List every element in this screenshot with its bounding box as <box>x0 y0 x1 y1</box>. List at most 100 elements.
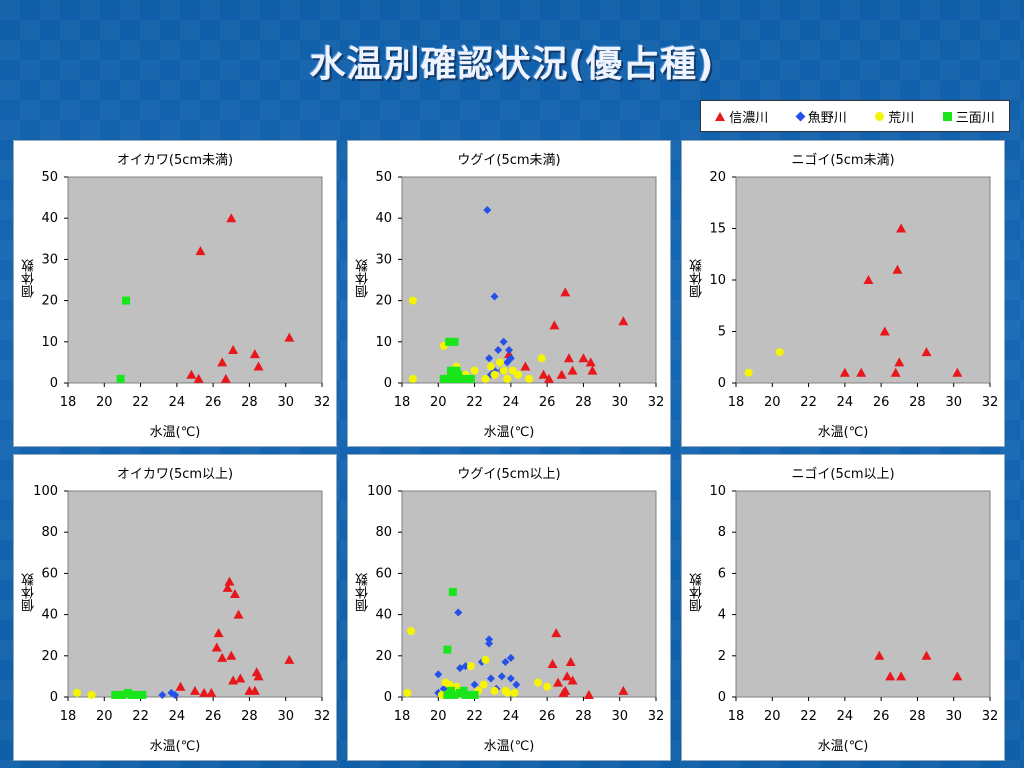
x-axis-label: 水温(℃) <box>483 425 535 440</box>
data-point-triangle <box>896 223 907 233</box>
data-point-square <box>446 686 455 695</box>
data-point-circle <box>408 296 417 305</box>
chart-panel-ugui-large: 0 20 40 60 80 100 18 20 22 24 26 28 30 32 ウグイ(5cm以上) … <box>347 454 671 761</box>
data-point-square <box>452 374 461 383</box>
data-point-triangle <box>249 685 260 695</box>
chart-title: ウグイ(5cm以上) <box>457 467 561 482</box>
x-tick-label: 32 <box>314 709 331 724</box>
y-tick-label: 15 <box>709 222 726 237</box>
plot-area <box>67 490 323 698</box>
y-tick-label: 10 <box>41 335 58 350</box>
chart-svg: 0 20 40 60 80 100 18 20 22 24 26 28 30 32 <box>33 484 331 724</box>
data-point-circle <box>775 348 784 357</box>
data-point-triangle <box>560 287 571 297</box>
data-point-diamond <box>501 657 510 666</box>
data-point-circle <box>744 368 753 377</box>
x-tick-label: 26 <box>205 395 222 410</box>
chart-title: ニゴイ(5cm未満) <box>791 153 895 168</box>
y-tick-label: 0 <box>718 690 726 705</box>
data-point-triangle <box>587 365 598 375</box>
data-point-triangle <box>921 347 932 357</box>
data-point-square <box>450 690 459 699</box>
data-point-circle <box>514 370 523 379</box>
data-point-square <box>118 690 127 699</box>
y-tick-label: 40 <box>41 608 58 623</box>
data-point-triangle <box>253 361 264 371</box>
legend-label: 荒川 <box>888 110 915 126</box>
x-tick-label: 32 <box>982 709 999 724</box>
y-tick-label: 50 <box>375 170 392 185</box>
x-tick-label: 26 <box>205 709 222 724</box>
plot-area <box>67 176 323 384</box>
data-point-triangle <box>206 687 217 697</box>
data-point-square <box>127 690 136 699</box>
y-tick-label: 10 <box>709 484 726 499</box>
x-tick-label: 30 <box>277 395 294 410</box>
x-tick-label: 30 <box>945 395 962 410</box>
data-point-square <box>452 366 461 375</box>
y-tick-label: 20 <box>375 649 392 664</box>
y-tick-label: 50 <box>41 170 58 185</box>
chart-svg: 0 5 10 15 20 18 20 22 24 26 28 30 32 <box>709 170 999 410</box>
plot-area <box>401 176 657 384</box>
data-point-circle <box>470 366 479 375</box>
y-tick-label: 4 <box>718 608 726 623</box>
data-point-square <box>439 374 448 383</box>
data-point-diamond <box>483 205 492 214</box>
data-point-circle <box>466 662 475 671</box>
y-tick-label: 0 <box>50 376 58 391</box>
x-tick-label: 24 <box>837 395 854 410</box>
plot-area <box>735 490 991 698</box>
chart-legend: 信濃川 魚野川 荒川 三面川 <box>700 100 1010 132</box>
data-point-triangle <box>583 689 594 699</box>
data-point-triangle <box>551 628 562 638</box>
data-point-diamond <box>439 684 448 693</box>
data-point-diamond <box>485 354 494 363</box>
data-point-square <box>116 374 125 383</box>
chart-svg: 0 10 20 30 40 50 18 20 22 24 26 28 30 32 <box>41 170 330 410</box>
data-point-triangle <box>220 373 231 383</box>
data-point-triangle <box>567 365 578 375</box>
data-point-triangle <box>618 316 629 326</box>
x-tick-label: 22 <box>132 709 149 724</box>
data-point-triangle <box>567 675 578 685</box>
data-point-triangle <box>217 652 228 662</box>
x-tick-label: 18 <box>394 709 411 724</box>
data-point-square <box>466 374 475 383</box>
x-tick-label: 26 <box>539 395 556 410</box>
data-point-diamond <box>485 639 494 648</box>
data-point-circle <box>525 374 533 383</box>
circle-marker-icon <box>875 111 885 121</box>
legend-item-uonogawa: 魚野川 <box>795 107 847 126</box>
y-tick-label: 0 <box>718 376 726 391</box>
data-point-triangle <box>565 656 576 666</box>
data-point-triangle <box>894 357 905 367</box>
x-tick-label: 24 <box>169 709 186 724</box>
data-point-triangle <box>543 373 554 383</box>
chart-panel-oikawa-large: 0 20 40 60 80 100 18 20 22 24 26 28 30 32 オイカワ(5cm以上)… <box>13 454 337 761</box>
data-point-diamond <box>171 690 180 699</box>
x-tick-label: 26 <box>873 709 890 724</box>
data-point-triangle <box>839 367 850 377</box>
data-point-square <box>448 370 457 379</box>
data-point-circle <box>510 688 519 697</box>
x-tick-label: 18 <box>394 395 411 410</box>
x-tick-label: 18 <box>60 709 77 724</box>
y-tick-label: 80 <box>41 525 58 540</box>
data-point-triangle <box>233 609 244 619</box>
data-point-diamond <box>490 292 499 301</box>
x-tick-label: 20 <box>430 709 447 724</box>
x-tick-label: 20 <box>96 395 113 410</box>
x-tick-label: 32 <box>982 395 999 410</box>
x-axis-label: 水温(℃) <box>817 425 869 440</box>
diamond-marker-icon <box>795 111 806 121</box>
data-point-triangle <box>538 369 549 379</box>
y-tick-label: 40 <box>375 608 392 623</box>
data-point-diamond <box>158 690 167 699</box>
y-tick-label: 0 <box>384 376 392 391</box>
y-tick-label: 100 <box>33 484 58 499</box>
data-point-triangle <box>896 671 907 681</box>
y-axis-label: 個体数 <box>690 259 705 298</box>
square-marker-icon <box>942 111 952 121</box>
data-point-square <box>132 690 141 699</box>
